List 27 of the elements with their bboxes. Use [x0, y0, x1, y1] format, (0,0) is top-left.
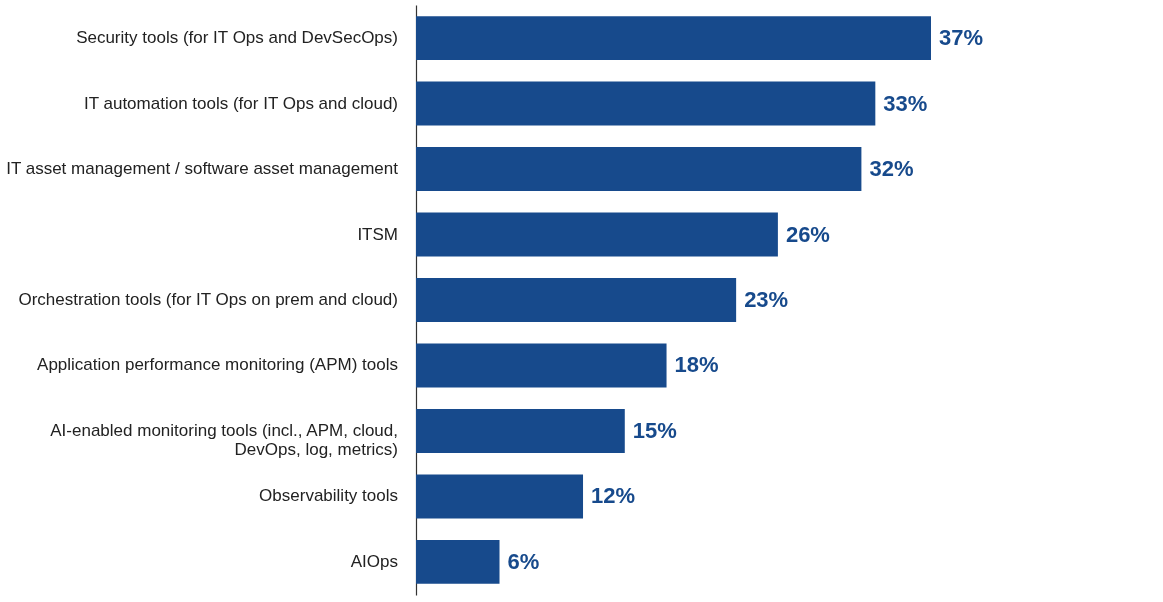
bar	[416, 474, 584, 519]
y-tick-label: Observability tools	[259, 486, 398, 506]
bar	[416, 343, 667, 388]
y-tick-label: IT asset management / software asset management	[6, 159, 399, 179]
y-tick-label: ITSM	[357, 224, 398, 244]
bar	[416, 81, 876, 126]
bar	[416, 16, 931, 61]
y-tick-label: IT automation tools (for IT Ops and cloud)	[83, 93, 398, 113]
data-label: 32%	[869, 156, 914, 182]
y-tick-label: AIOps	[350, 551, 398, 571]
data-label: 37%	[939, 25, 984, 51]
y-tick-label: Security tools (for IT Ops and DevSecOps)	[76, 28, 398, 48]
data-label: 23%	[744, 287, 789, 312]
bar	[416, 278, 737, 322]
bar	[416, 409, 625, 453]
y-tick-label: Application performance monitoring (APM) tools	[37, 355, 398, 375]
data-label: 15%	[632, 417, 677, 443]
bar	[416, 212, 778, 257]
y-tick-label: AI-enabled monitoring tools (incl., APM, cloud, DevOps, log, metrics)	[50, 420, 398, 459]
y-tick-label: Orchestration tools (for IT Ops on prem and cloud)	[18, 290, 398, 309]
data-label: 18%	[674, 352, 719, 378]
data-label: 6%	[507, 548, 540, 574]
bar	[416, 147, 862, 191]
bar	[416, 539, 500, 584]
data-label: 26%	[785, 221, 830, 247]
data-label: 12%	[591, 483, 636, 509]
data-label: 33%	[883, 90, 928, 116]
